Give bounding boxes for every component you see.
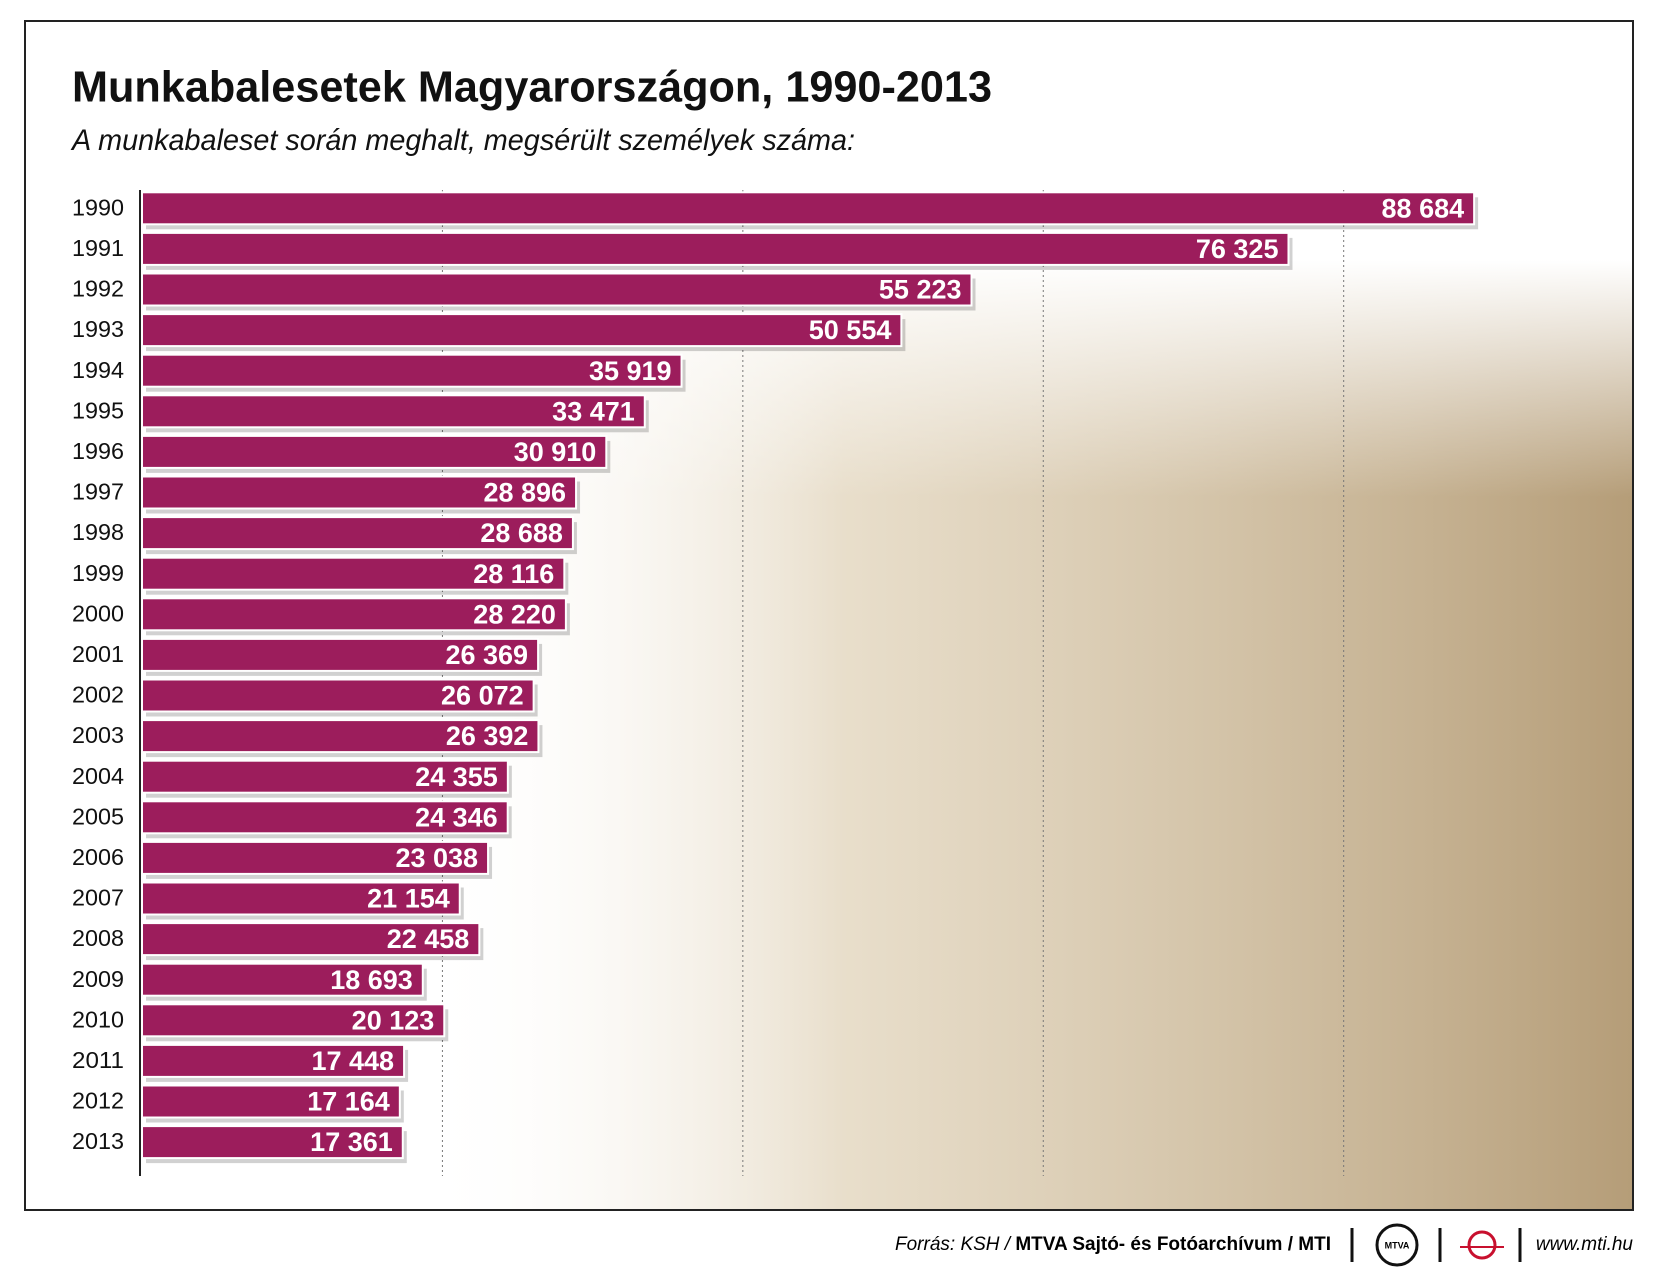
data-label: 22 458	[387, 924, 470, 954]
y-tick-label: 1994	[72, 357, 124, 383]
y-tick-label: 2000	[72, 600, 124, 626]
y-tick-label: 2010	[72, 1006, 124, 1032]
bar	[141, 597, 567, 632]
data-label: 17 448	[311, 1046, 394, 1076]
y-tick-label: 1992	[72, 276, 124, 302]
bar	[141, 556, 566, 591]
data-label: 28 220	[473, 599, 556, 629]
data-label: 28 688	[480, 518, 563, 548]
y-tick-label: 1995	[72, 397, 124, 423]
bar	[141, 272, 973, 307]
y-tick-label: 1998	[72, 519, 124, 545]
source: Forrás: KSH / MTVA Sajtó- és Fotóarchívu…	[895, 1234, 1331, 1255]
y-tick-label: 2011	[72, 1047, 124, 1073]
bar	[141, 516, 574, 551]
bar	[141, 191, 1476, 226]
y-tick-label: 2009	[72, 966, 124, 992]
bar	[141, 922, 481, 957]
source-name: MTVA Sajtó- és Fotóarchívum / MTI	[1015, 1234, 1331, 1255]
y-tick-label: 1996	[72, 438, 124, 464]
data-label: 55 223	[879, 275, 962, 305]
bar	[141, 759, 509, 794]
bar	[141, 1084, 401, 1119]
data-label: 23 038	[395, 843, 478, 873]
y-tick-label: 2005	[72, 803, 124, 829]
bar	[141, 1125, 404, 1160]
data-label: 18 693	[330, 965, 413, 995]
y-tick-label: 1990	[72, 194, 124, 220]
bar	[141, 800, 509, 835]
bar	[141, 475, 578, 510]
y-tick-label: 1999	[72, 560, 124, 586]
data-label: 26 392	[446, 721, 529, 751]
data-label: 76 325	[1196, 234, 1279, 264]
y-tick-label: 2007	[72, 885, 124, 911]
y-tick-label: 2012	[72, 1088, 124, 1114]
y-tick-label: 2004	[72, 763, 124, 789]
mti-logo	[1467, 1230, 1497, 1260]
y-tick-label: 2008	[72, 925, 124, 951]
y-tick-label: 2013	[72, 1128, 124, 1154]
bar	[141, 231, 1290, 266]
data-label: 24 346	[415, 802, 498, 832]
source-prefix: Forrás: KSH /	[895, 1234, 1012, 1255]
data-label: 28 896	[483, 478, 566, 508]
data-label: 20 123	[352, 1005, 435, 1035]
data-label: 35 919	[589, 356, 672, 386]
bar	[141, 434, 608, 469]
chart-subtitle: A munkabaleset során meghalt, megsérült …	[70, 124, 855, 157]
bar	[141, 313, 903, 348]
data-label: 21 154	[367, 884, 450, 914]
chart-title: Munkabalesetek Magyarországon, 1990-2013	[72, 63, 992, 112]
y-tick-label: 1993	[72, 316, 124, 342]
bar	[141, 1003, 446, 1038]
data-label: 33 471	[552, 396, 635, 426]
y-tick-label: 2001	[72, 641, 124, 667]
data-label: 50 554	[809, 315, 892, 345]
bar	[141, 1043, 406, 1078]
data-label: 88 684	[1382, 193, 1465, 223]
y-tick-label: 2002	[72, 682, 124, 708]
data-label: 26 072	[441, 681, 524, 711]
data-label: 26 369	[445, 640, 528, 670]
bar	[141, 962, 424, 997]
bar	[141, 881, 461, 916]
website: www.mti.hu	[1536, 1234, 1634, 1255]
data-label: 30 910	[514, 437, 597, 467]
y-tick-label: 1997	[72, 479, 124, 505]
bar	[141, 678, 535, 713]
bar	[141, 637, 540, 672]
bar	[141, 719, 540, 754]
y-tick-label: 2003	[72, 722, 124, 748]
data-label: 28 116	[473, 559, 554, 589]
y-tick-label: 2006	[72, 844, 124, 870]
y-tick-label: 1991	[72, 235, 124, 261]
mtva-logo-text: MTVA	[1385, 1240, 1410, 1250]
data-label: 17 164	[307, 1087, 390, 1117]
footer: Forrás: KSH / MTVA Sajtó- és Fotóarchívu…	[895, 1223, 1634, 1267]
bar	[141, 353, 683, 388]
bar	[141, 840, 490, 875]
data-label: 17 361	[310, 1127, 393, 1157]
data-label: 24 355	[415, 762, 498, 792]
mtva-logo	[1375, 1223, 1419, 1267]
bar	[141, 394, 646, 429]
